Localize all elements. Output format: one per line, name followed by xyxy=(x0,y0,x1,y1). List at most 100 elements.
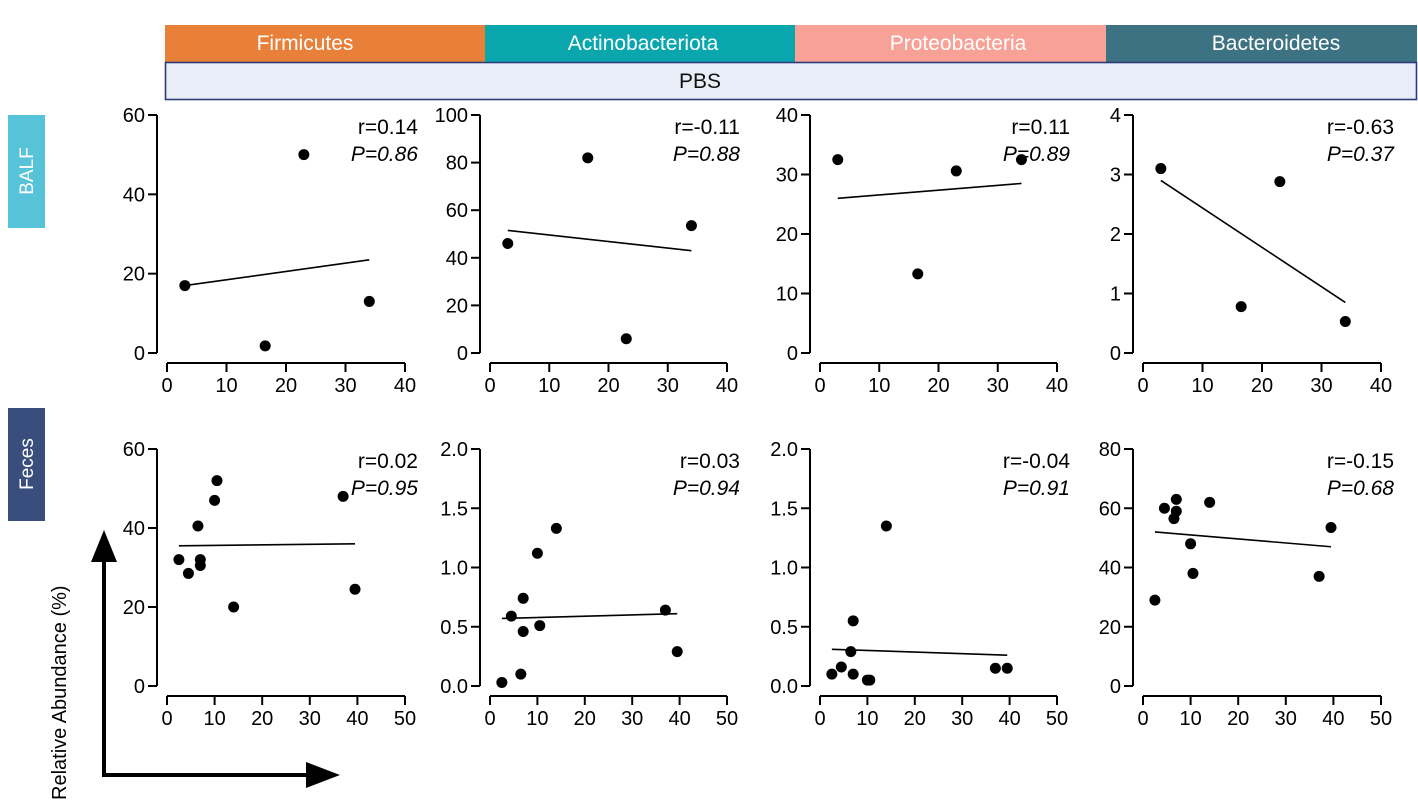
data-point xyxy=(685,220,697,232)
x-tick-label: 40 xyxy=(668,708,690,730)
data-point xyxy=(1170,505,1182,517)
x-tick-label: 10 xyxy=(868,375,890,397)
x-tick-label: 10 xyxy=(1191,375,1213,397)
y-tick-label: 2.0 xyxy=(770,439,798,461)
header-label-actinobacteriota: Actinobacteriota xyxy=(568,32,719,55)
y-tick-label: 0 xyxy=(1110,343,1121,365)
condition-bar xyxy=(164,61,1418,101)
y-tick-label: 100 xyxy=(435,105,468,127)
y-tick-label: 20 xyxy=(123,597,145,619)
y-tick-label: 0.5 xyxy=(770,617,798,639)
data-point xyxy=(659,604,671,616)
x-tick-label: 0 xyxy=(484,375,495,397)
x-tick-label: 20 xyxy=(275,375,297,397)
p-value: P=0.37 xyxy=(1327,143,1395,166)
y-tick-label: 1.0 xyxy=(770,558,798,580)
y-tick-label: 0.5 xyxy=(440,617,468,639)
data-point xyxy=(950,165,962,177)
y-tick-label: 60 xyxy=(1099,498,1121,520)
data-point xyxy=(211,475,223,487)
x-tick-label: 40 xyxy=(346,708,368,730)
data-point xyxy=(582,152,594,164)
header-actinobacteriota xyxy=(485,25,795,62)
y-tick-label: 40 xyxy=(446,248,468,270)
x-tick-label: 0 xyxy=(161,708,172,730)
data-point xyxy=(496,676,508,688)
panel-feces-firmicutes: 0 20 40 60 0 10 20 30 40 50 r=0.02 P=0.95 xyxy=(123,439,419,730)
data-point xyxy=(1339,315,1351,327)
header-bacteroidetes xyxy=(1106,25,1417,62)
regression-line xyxy=(184,258,370,287)
y-tick-label: 2 xyxy=(1110,224,1121,246)
data-point xyxy=(534,620,546,632)
regression-line xyxy=(501,612,678,620)
x-tick-label: 10 xyxy=(526,708,548,730)
x-tick-label: 40 xyxy=(394,375,416,397)
data-point xyxy=(349,583,361,595)
data-point xyxy=(847,615,859,627)
x-tick-label: 40 xyxy=(716,375,738,397)
correlation-r: r=-0.63 xyxy=(1327,116,1394,139)
data-point xyxy=(1187,567,1199,579)
condition-label: PBS xyxy=(679,70,721,93)
y-tick-label: 0.0 xyxy=(770,676,798,698)
data-point xyxy=(1001,662,1013,674)
data-point xyxy=(531,547,543,559)
data-point xyxy=(1204,496,1216,508)
data-point xyxy=(671,646,683,658)
data-point xyxy=(1015,154,1027,166)
x-tick-label: 40 xyxy=(1370,375,1392,397)
x-tick-label: 30 xyxy=(1310,375,1332,397)
regression-line xyxy=(507,229,692,252)
x-tick-label: 20 xyxy=(1251,375,1273,397)
data-point xyxy=(515,668,527,680)
data-point xyxy=(835,661,847,673)
data-point xyxy=(517,625,529,637)
panel-feces-actinobacteriota: 0.0 0.5 1.0 1.5 2.0 0 10 20 30 40 50 r=0.03 P=0.94 xyxy=(440,439,740,730)
data-point xyxy=(192,520,204,532)
data-point xyxy=(620,333,632,345)
correlation-r: r=0.03 xyxy=(680,450,740,473)
x-tick-label: 30 xyxy=(621,708,643,730)
x-tick-label: 0 xyxy=(1137,375,1148,397)
data-point xyxy=(1158,502,1170,514)
y-tick-label: 30 xyxy=(776,165,798,187)
x-tick-label: 50 xyxy=(394,708,416,730)
y-tick-label: 40 xyxy=(123,518,145,540)
x-tick-label: 0 xyxy=(161,375,172,397)
header-proteobacteria xyxy=(795,25,1106,62)
x-tick-label: 0 xyxy=(1137,708,1148,730)
y-tick-label: 1.5 xyxy=(440,498,468,520)
y-tick-label: 60 xyxy=(446,200,468,222)
x-axis-arrowhead xyxy=(306,762,340,788)
data-point xyxy=(228,601,240,613)
header-firmicutes xyxy=(165,25,485,62)
correlation-r: r=0.14 xyxy=(358,116,418,139)
data-point xyxy=(845,646,857,658)
x-tick-label: 30 xyxy=(334,375,356,397)
data-point xyxy=(179,280,191,292)
y-tick-label: 60 xyxy=(123,439,145,461)
y-axis-title: Relative Abundance (%) xyxy=(49,585,71,800)
p-value: P=0.91 xyxy=(1003,477,1070,500)
x-tick-label: 10 xyxy=(203,708,225,730)
x-tick-label: 50 xyxy=(1046,708,1068,730)
data-point xyxy=(1149,594,1161,606)
x-tick-label: 40 xyxy=(1046,375,1068,397)
x-tick-label: 20 xyxy=(574,708,596,730)
data-point xyxy=(832,154,844,166)
y-tick-label: 0 xyxy=(457,343,468,365)
x-tick-label: 30 xyxy=(987,375,1009,397)
x-tick-label: 20 xyxy=(927,375,949,397)
x-tick-label: 30 xyxy=(657,375,679,397)
panel-feces-bacteroidetes: 0 20 40 60 80 0 10 20 30 40 50 r=-0.15 P=0.68 xyxy=(1099,439,1395,730)
regression-line xyxy=(178,543,356,547)
header-label-proteobacteria: Proteobacteria xyxy=(890,32,1027,55)
y-tick-label: 40 xyxy=(123,184,145,206)
data-point xyxy=(337,490,349,502)
data-point xyxy=(989,662,1001,674)
row-label-balf-box xyxy=(8,115,45,228)
